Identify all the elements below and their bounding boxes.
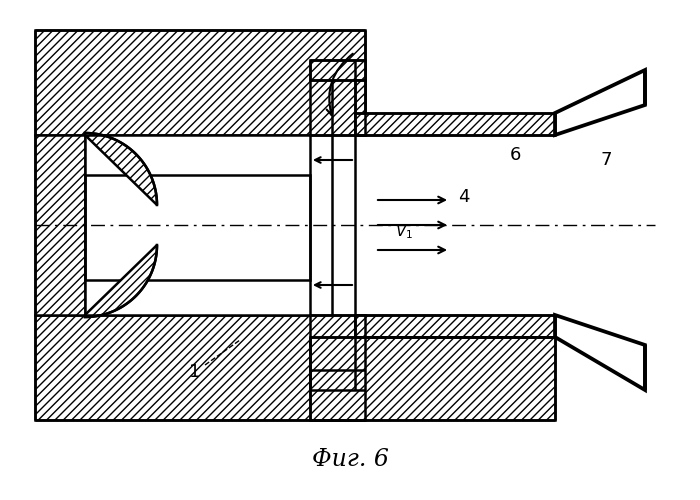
Text: 6: 6 [510, 146, 522, 164]
Text: $V_1$: $V_1$ [395, 222, 413, 242]
Polygon shape [555, 315, 645, 390]
Bar [85, 135, 310, 315]
Bar [355, 113, 555, 135]
Bar [310, 370, 365, 390]
Bar [355, 80, 365, 135]
Text: Фиг. 6: Фиг. 6 [312, 448, 388, 471]
Bar [35, 315, 365, 420]
Bar [35, 135, 85, 315]
Bar [85, 175, 310, 280]
Text: 1: 1 [189, 363, 201, 381]
Polygon shape [555, 70, 645, 135]
Bar [355, 315, 365, 370]
Text: 7: 7 [600, 151, 612, 169]
Bar [310, 60, 365, 80]
Bar [355, 315, 555, 337]
Polygon shape [85, 133, 157, 205]
Text: 4: 4 [458, 188, 470, 206]
Bar [310, 337, 555, 420]
Bar [35, 30, 365, 135]
Polygon shape [85, 245, 157, 317]
